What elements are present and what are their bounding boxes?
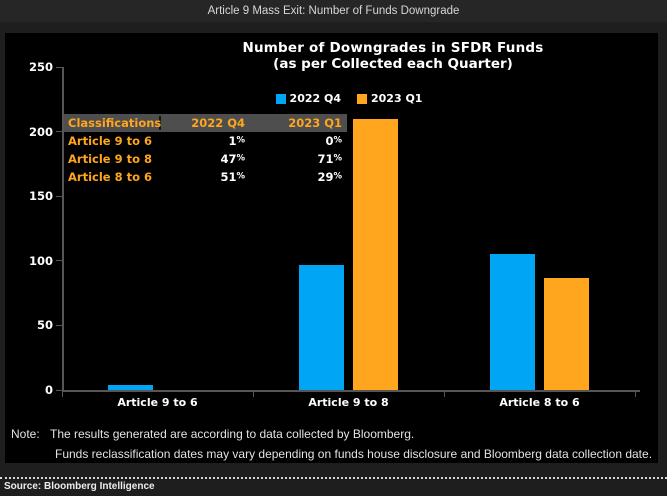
table-row: Article 8 to 6 51% 29% — [64, 168, 347, 186]
table-cell: 1% — [228, 134, 245, 148]
table-cell: 47% — [220, 152, 245, 166]
table-header-cell: 2022 Q4 — [191, 116, 245, 130]
legend-swatch — [275, 93, 286, 104]
table-cell: 51% — [220, 170, 245, 184]
note-line-1: The results generated are according to d… — [50, 427, 415, 441]
percent-sign: % — [236, 135, 245, 146]
table-cell: 0% — [325, 134, 342, 148]
chart-legend: 2022 Q4 2023 Q1 — [40, 92, 658, 105]
x-axis-category-label: Article 8 to 6 — [499, 396, 580, 409]
x-axis-category-label: Article 9 to 8 — [308, 396, 389, 409]
table-cell: Article 9 to 8 — [68, 152, 152, 166]
legend-item: 2022 Q4 — [275, 92, 341, 105]
x-axis-line — [62, 390, 640, 392]
y-axis-tick — [56, 131, 62, 133]
percent-sign: % — [236, 171, 245, 182]
bar-2022-q4-3 — [490, 254, 535, 390]
legend-label: 2022 Q4 — [289, 92, 341, 105]
table-cell: Article 8 to 6 — [68, 170, 152, 184]
y-axis-line — [62, 67, 64, 392]
y-axis-label: 250 — [28, 60, 53, 74]
note-lines: The results generated are according to d… — [50, 424, 652, 464]
legend-label: 2023 Q1 — [371, 92, 423, 105]
x-axis-category-label: Article 9 to 6 — [117, 396, 198, 409]
note-line-2: Funds reclassification dates may vary de… — [55, 447, 653, 461]
table-row: Article 9 to 8 47% 71% — [64, 150, 347, 168]
y-axis-label: 0 — [44, 383, 53, 397]
dotted-divider — [0, 477, 667, 479]
classification-table: Classifications 2022 Q4 2023 Q1 Article 9 t… — [64, 114, 347, 186]
percent-sign: % — [333, 171, 342, 182]
y-axis-tick — [56, 260, 62, 262]
window-title-bar: Article 9 Mass Exit: Number of Funds Dow… — [0, 0, 667, 22]
chart-subtitle: (as per Collected each Quarter) — [273, 56, 513, 72]
y-axis-label: 200 — [28, 124, 53, 139]
legend-item: 2023 Q1 — [357, 92, 422, 105]
bar-2022-q4-2 — [299, 264, 344, 390]
percent-sign: % — [333, 153, 342, 164]
bar-2022-q4-1 — [108, 384, 153, 390]
window-title: Article 9 Mass Exit: Number of Funds Dow… — [207, 5, 460, 17]
x-axis-tick — [635, 390, 636, 397]
y-axis-tick — [56, 389, 62, 391]
percent-sign: % — [333, 135, 342, 146]
table-row: Article 9 to 6 1% 0% — [64, 132, 347, 150]
chart-title: Number of Downgrades in SFDR Funds — [242, 40, 544, 56]
y-axis-tick — [56, 195, 62, 197]
x-axis-tick — [62, 390, 63, 397]
chart-panel: Number of Downgrades in SFDR Funds (as p… — [5, 33, 658, 463]
bar-2023-q1-3 — [544, 277, 589, 390]
table-cell: 71% — [317, 152, 342, 166]
x-axis-tick — [253, 390, 254, 397]
y-axis-tick — [56, 66, 62, 68]
source-line: Source: Bloomberg Intelligence — [4, 481, 155, 492]
bar-2023-q1-2 — [353, 118, 398, 390]
table-header-row: Classifications 2022 Q4 2023 Q1 — [64, 114, 347, 132]
y-axis-label: 100 — [28, 253, 53, 268]
table-cell: Article 9 to 6 — [68, 134, 152, 148]
y-axis-label: 50 — [36, 318, 53, 333]
note-label: Note: — [11, 427, 40, 441]
x-axis-tick — [444, 390, 445, 397]
table-cell: 29% — [317, 170, 342, 184]
percent-sign: % — [236, 153, 245, 164]
y-axis-tick — [56, 324, 62, 326]
legend-swatch — [357, 93, 367, 104]
table-header-cell: 2023 Q1 — [288, 116, 342, 130]
note: Note: The results generated are accordin… — [5, 424, 654, 464]
y-axis-label: 150 — [28, 189, 53, 204]
table-header-cell: Classifications — [64, 116, 161, 130]
